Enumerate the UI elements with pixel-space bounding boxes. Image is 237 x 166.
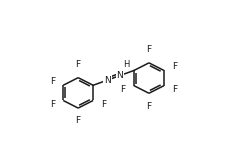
Text: F: F [121, 85, 126, 94]
Text: N: N [104, 76, 111, 85]
Text: F: F [172, 85, 177, 94]
Text: H: H [123, 60, 129, 69]
Text: F: F [76, 117, 81, 125]
Text: F: F [50, 77, 55, 85]
Text: N: N [116, 71, 123, 80]
Text: F: F [146, 45, 151, 54]
Text: F: F [50, 100, 55, 109]
Text: F: F [76, 60, 81, 69]
Text: F: F [101, 100, 107, 109]
Text: F: F [146, 102, 151, 111]
Text: F: F [172, 62, 177, 71]
